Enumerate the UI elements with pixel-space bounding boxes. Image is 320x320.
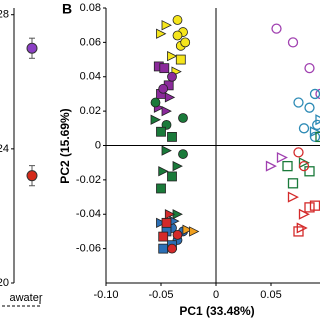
point <box>298 157 310 169</box>
point <box>265 160 277 172</box>
y-tick-label: 0.08 <box>80 2 101 14</box>
point <box>150 114 161 125</box>
point <box>156 183 166 194</box>
y-tick-label: 20 <box>0 277 9 289</box>
point <box>315 131 320 143</box>
y-tick-label: -0.06 <box>76 243 101 255</box>
category-bracket <box>2 300 41 307</box>
point <box>167 71 177 82</box>
point <box>167 132 177 142</box>
point <box>164 92 176 103</box>
point <box>164 209 176 220</box>
point <box>298 160 310 172</box>
x-tick-label: -0.05 <box>148 289 173 301</box>
y-tick-label: 0.02 <box>80 105 101 117</box>
y-tick-label: 0.06 <box>80 36 101 48</box>
point <box>158 166 169 177</box>
point <box>189 226 200 237</box>
point <box>172 15 183 25</box>
point <box>156 217 167 228</box>
point <box>167 243 177 254</box>
point <box>178 149 188 159</box>
point <box>172 229 183 240</box>
point <box>282 160 293 172</box>
point <box>156 28 167 39</box>
point <box>287 178 299 189</box>
point <box>304 166 315 177</box>
point <box>304 63 315 74</box>
point <box>161 20 172 31</box>
point <box>158 83 169 94</box>
point <box>167 171 177 182</box>
point <box>312 119 320 131</box>
point <box>293 226 304 237</box>
point <box>182 224 193 235</box>
point <box>304 202 315 213</box>
point <box>287 37 299 48</box>
point <box>293 97 304 108</box>
point <box>161 105 172 117</box>
point <box>271 23 282 34</box>
y-tick-label: 0.04 <box>80 71 101 83</box>
point <box>298 208 310 220</box>
point <box>26 42 38 54</box>
x-axis-label: PC1 (33.48%) <box>179 304 254 318</box>
point <box>309 88 320 100</box>
y-tick-label: 24 <box>0 143 9 155</box>
point <box>293 147 304 158</box>
panel-label: B <box>62 1 72 17</box>
point <box>178 113 188 123</box>
point <box>159 63 170 74</box>
point <box>287 191 299 203</box>
point <box>161 217 172 228</box>
point <box>172 160 183 172</box>
y-axis-label: PC2 (15.69%) <box>58 108 72 183</box>
x-tick-label: -0.10 <box>93 289 118 301</box>
point <box>180 37 191 48</box>
point <box>304 102 315 113</box>
y-tick-label: 0 <box>95 139 101 151</box>
point <box>156 126 166 137</box>
point <box>298 123 310 134</box>
point <box>150 97 161 108</box>
y-tick-label: 28 <box>0 9 9 21</box>
point <box>26 170 38 182</box>
point <box>158 243 169 254</box>
point <box>315 88 320 100</box>
point <box>161 145 172 156</box>
point <box>309 126 320 138</box>
point <box>167 50 178 62</box>
x-tick-label: 0 <box>213 289 219 301</box>
point <box>296 222 308 234</box>
point <box>276 151 288 164</box>
y-tick-label: -0.02 <box>76 174 101 186</box>
point <box>158 231 169 242</box>
point <box>175 54 186 65</box>
y-tick-label: -0.04 <box>76 208 101 220</box>
x-tick-label: awater <box>9 292 42 304</box>
point <box>315 114 320 126</box>
point <box>172 30 183 41</box>
x-tick-label: 0.05 <box>260 289 281 301</box>
